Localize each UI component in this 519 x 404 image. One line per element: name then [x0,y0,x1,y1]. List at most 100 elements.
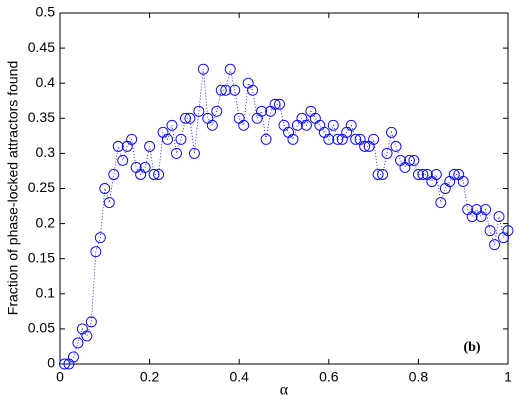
data-point [502,225,514,237]
data-point [90,246,102,258]
data-point [247,84,259,96]
y-tick-label: 0.05 [28,320,55,336]
data-point [179,112,191,124]
data-point [475,211,487,223]
data-point [188,147,200,159]
data-point [484,225,496,237]
data-point [291,119,303,131]
data-point [372,169,384,180]
plot-frame [59,12,509,365]
data-point [430,169,442,180]
data-point [466,211,478,223]
data-point [94,232,106,244]
data-point [229,84,241,96]
data-point [139,161,151,173]
data-point [274,98,285,110]
data-point [453,169,465,180]
data-point [435,197,447,208]
data-point [412,169,424,180]
data-point [144,140,156,152]
data-point [220,84,232,96]
data-point [206,119,218,131]
x-tick-label: 1 [504,369,512,385]
data-point [67,351,79,363]
y-tick-label: 0.3 [36,144,56,160]
data-point [390,140,402,152]
data-point [171,147,182,159]
data-point [345,119,357,131]
y-tick-label: 0 [47,355,55,371]
data-point [359,140,371,152]
y-tick-label: 0.45 [28,39,55,55]
data-point [350,133,362,145]
data-point [202,112,214,124]
data-point [403,154,415,166]
data-point [381,147,393,159]
data-point [72,337,84,349]
data-point [269,98,281,110]
data-point [85,316,97,328]
data-point [224,63,236,75]
data-point [193,105,205,117]
data-point [117,154,129,166]
data-point [260,133,272,145]
data-point [426,176,438,187]
data-point [395,154,406,166]
data-point [300,119,312,131]
x-tick-label: 0.4 [229,369,249,385]
y-axis-label: Fraction of phase-locked attractors foun… [5,61,21,315]
data-point [489,239,501,251]
x-tick-label: 0.8 [409,369,429,385]
data-point [471,204,483,216]
data-point [242,77,254,89]
data-point [368,133,380,145]
data-point [448,169,460,180]
x-axis-label: α [280,382,289,399]
data-point [498,232,509,244]
data-point [332,133,344,145]
data-point [480,204,492,216]
data-point [318,126,330,138]
data-point [233,112,245,124]
y-tick-label: 0.5 [36,4,56,20]
data-point [211,105,223,117]
data-point [265,105,277,117]
data-point [215,84,227,96]
data-point [126,133,138,145]
data-point [417,169,429,180]
data-point [493,211,505,223]
data-point [175,133,187,145]
data-point [112,140,124,152]
panel-label: (b) [463,340,480,355]
data-point [283,126,294,138]
y-tick-label: 0.2 [36,214,56,230]
data-point [238,119,250,131]
data-point [408,154,420,166]
data-point [309,112,321,124]
y-tick-label: 0.35 [28,109,55,125]
data-point [148,169,160,180]
x-tick-label: 0 [56,369,64,385]
data-point [457,176,469,187]
data-point [323,133,335,145]
data-point [327,119,339,131]
data-point [184,112,196,124]
data-point [314,119,326,131]
data-point [386,126,397,138]
y-tick-label: 0.1 [36,285,56,301]
data-point [256,105,268,117]
data-point [421,169,433,180]
data-point [59,358,70,370]
data-point [363,140,375,152]
data-point [130,161,142,173]
x-tick-label: 0.6 [319,369,339,385]
data-point [287,133,299,145]
data-point [439,183,451,194]
data-point [444,176,456,187]
data-point [197,63,209,75]
y-tick-label: 0.25 [28,179,55,195]
data-point [99,183,111,194]
data-point [108,169,120,180]
y-tick-label: 0.15 [28,249,55,265]
